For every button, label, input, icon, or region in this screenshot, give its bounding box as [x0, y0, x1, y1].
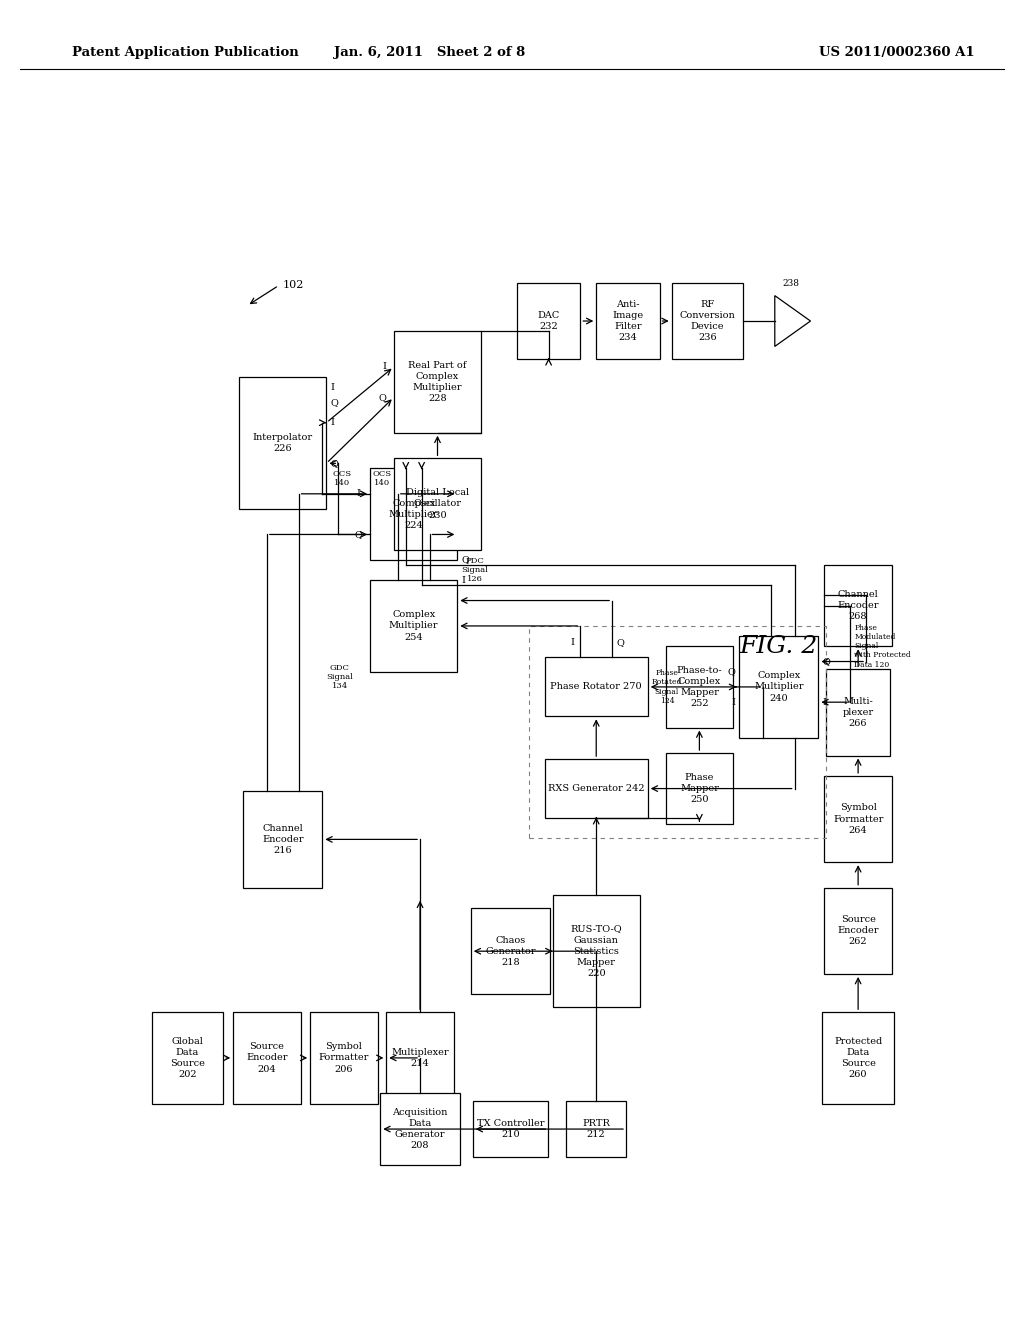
Bar	[666, 647, 733, 727]
Text: I: I	[461, 576, 465, 585]
Text: RUS-TO-Q
Gaussian
Statistics
Mapper
220: RUS-TO-Q Gaussian Statistics Mapper 220	[570, 924, 622, 978]
Bar	[545, 759, 648, 818]
Text: I: I	[570, 639, 574, 647]
Text: Q: Q	[354, 529, 362, 539]
Text: Symbol
Formatter
264: Symbol Formatter 264	[833, 804, 884, 834]
Text: Anti-
Image
Filter
234: Anti- Image Filter 234	[612, 300, 643, 342]
Text: Q: Q	[378, 393, 386, 401]
Text: Channel
Encoder
216: Channel Encoder 216	[262, 824, 303, 855]
Bar	[394, 458, 481, 549]
Text: DAC
232: DAC 232	[538, 312, 560, 331]
Bar	[152, 1012, 223, 1104]
Bar	[243, 791, 323, 887]
Bar	[824, 565, 892, 647]
Text: 238: 238	[782, 280, 799, 289]
Text: Phase
Rotated
Signal
124: Phase Rotated Signal 124	[652, 669, 682, 705]
Bar	[473, 1101, 548, 1158]
Text: TX Controller
210: TX Controller 210	[477, 1119, 545, 1139]
Text: Source
Encoder
204: Source Encoder 204	[246, 1043, 288, 1073]
Text: Q: Q	[822, 657, 830, 667]
Text: Multiplexer
214: Multiplexer 214	[391, 1048, 449, 1068]
Text: FIG. 2: FIG. 2	[739, 635, 818, 657]
Bar	[240, 378, 327, 510]
Text: Q: Q	[616, 639, 624, 647]
Text: Phase
Mapper
250: Phase Mapper 250	[680, 774, 719, 804]
Text: I: I	[382, 362, 386, 371]
Text: Complex
Multiplier
240: Complex Multiplier 240	[754, 672, 804, 702]
Text: Q: Q	[461, 556, 469, 565]
Bar	[233, 1012, 301, 1104]
Bar	[517, 282, 581, 359]
Bar	[394, 331, 481, 433]
Text: RXS Generator 242: RXS Generator 242	[548, 784, 644, 793]
Bar	[824, 887, 892, 974]
Text: PRTR
212: PRTR 212	[583, 1119, 610, 1139]
Bar	[471, 908, 550, 994]
Text: US 2011/0002360 A1: US 2011/0002360 A1	[819, 46, 975, 59]
Text: Phase-to-
Complex
Mapper
252: Phase-to- Complex Mapper 252	[677, 665, 722, 708]
Text: I: I	[331, 418, 335, 428]
Bar	[822, 1012, 894, 1104]
Text: I: I	[822, 698, 826, 706]
Text: Global
Data
Source
202: Global Data Source 202	[170, 1036, 205, 1078]
Text: Phase
Modulated
Signal
with Protected
Data 120: Phase Modulated Signal with Protected Da…	[854, 624, 911, 669]
Text: I: I	[331, 383, 335, 392]
Text: Complex
Multiplier
224: Complex Multiplier 224	[389, 499, 438, 529]
Bar	[596, 282, 659, 359]
Text: Q: Q	[331, 459, 338, 467]
Text: Complex
Multiplier
254: Complex Multiplier 254	[389, 610, 438, 642]
Bar	[739, 636, 818, 738]
Text: I: I	[731, 698, 735, 706]
Bar	[826, 669, 890, 755]
Text: Jan. 6, 2011   Sheet 2 of 8: Jan. 6, 2011 Sheet 2 of 8	[335, 46, 525, 59]
Text: Acquisition
Data
Generator
208: Acquisition Data Generator 208	[392, 1107, 447, 1150]
Text: Protected
Data
Source
260: Protected Data Source 260	[834, 1036, 883, 1078]
Bar	[370, 469, 458, 560]
Bar	[528, 626, 826, 838]
Bar	[386, 1012, 454, 1104]
Text: Q: Q	[727, 667, 735, 676]
Text: RF
Conversion
Device
236: RF Conversion Device 236	[680, 300, 735, 342]
Text: Phase Rotator 270: Phase Rotator 270	[551, 682, 642, 692]
Text: PDC
Signal
126: PDC Signal 126	[461, 557, 488, 583]
Bar	[370, 581, 458, 672]
Bar	[666, 752, 733, 824]
Bar	[672, 282, 743, 359]
Text: Q: Q	[331, 397, 338, 407]
Text: GDC
Signal
134: GDC Signal 134	[327, 664, 353, 690]
Text: Symbol
Formatter
206: Symbol Formatter 206	[318, 1043, 369, 1073]
Bar	[824, 776, 892, 862]
Text: Source
Encoder
262: Source Encoder 262	[838, 915, 879, 946]
Text: Channel
Encoder
268: Channel Encoder 268	[838, 590, 879, 622]
Text: I: I	[356, 490, 360, 499]
Text: Interpolator
226: Interpolator 226	[253, 433, 312, 453]
Text: Digital Local
Oscillator
230: Digital Local Oscillator 230	[406, 488, 469, 520]
Text: 102: 102	[283, 280, 304, 290]
Text: OCS
140: OCS 140	[373, 470, 391, 487]
Text: Multi-
plexer
266: Multi- plexer 266	[843, 697, 873, 727]
Bar	[380, 1093, 460, 1164]
Bar	[310, 1012, 378, 1104]
Text: OCS
140: OCS 140	[333, 470, 352, 487]
Bar	[566, 1101, 626, 1158]
Text: Real Part of
Complex
Multiplier
228: Real Part of Complex Multiplier 228	[409, 360, 467, 403]
Bar	[553, 895, 640, 1007]
Text: Chaos
Generator
218: Chaos Generator 218	[485, 936, 536, 966]
Text: Patent Application Publication: Patent Application Publication	[72, 46, 298, 59]
Bar	[545, 657, 648, 717]
